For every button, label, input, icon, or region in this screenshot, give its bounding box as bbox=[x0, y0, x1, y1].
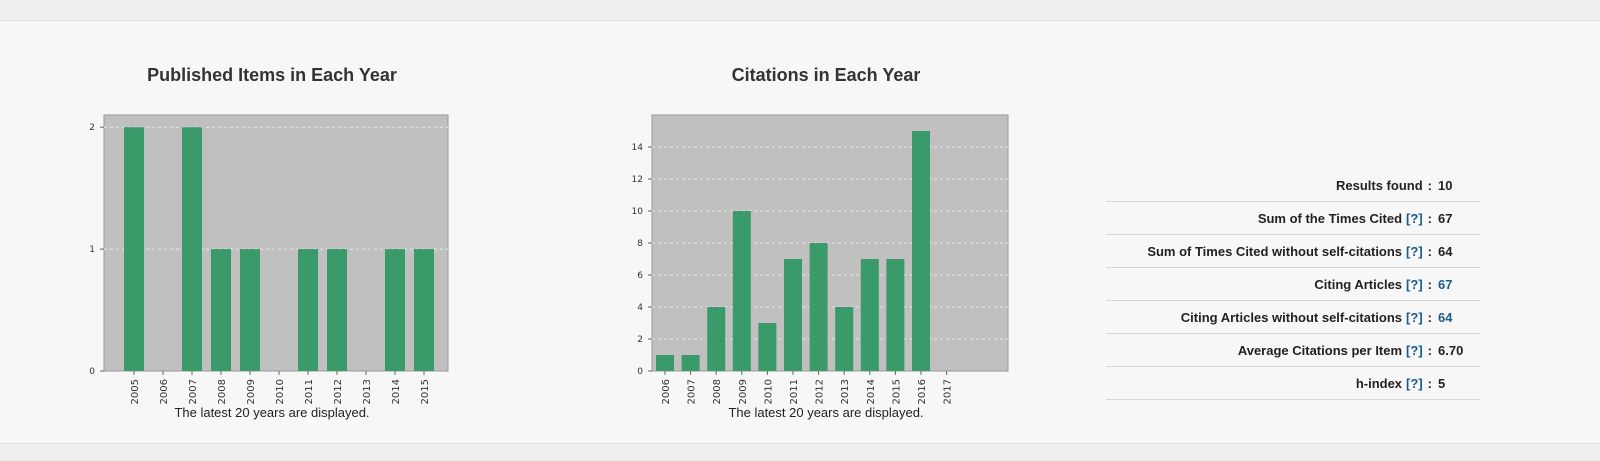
metric-colon: : bbox=[1427, 342, 1432, 358]
metric-colon: : bbox=[1427, 177, 1432, 193]
metric-row-sum-times-cited-no-self: Sum of Times Cited without self-citation… bbox=[1106, 235, 1480, 268]
bar-2010 bbox=[758, 323, 777, 371]
y-tick-label: 0 bbox=[637, 367, 643, 377]
x-tick-label: 2011 bbox=[304, 379, 315, 404]
metric-label: h-index bbox=[1355, 375, 1403, 391]
help-link[interactable]: [?] bbox=[1406, 342, 1423, 358]
metric-row-citing-articles-no-self: Citing Articles without self-citations [… bbox=[1106, 301, 1480, 334]
bar-2014 bbox=[385, 249, 405, 371]
metric-label: Average Citations per Item bbox=[1237, 342, 1403, 358]
bar-2006 bbox=[656, 355, 674, 371]
metric-colon: : bbox=[1427, 276, 1432, 292]
bar-2007 bbox=[681, 355, 700, 371]
y-tick-label: 6 bbox=[637, 271, 643, 281]
published-chart-title: Published Items in Each Year bbox=[147, 65, 397, 85]
bar-2011 bbox=[784, 259, 802, 371]
x-tick-label: 2011 bbox=[789, 379, 800, 404]
x-tick-label: 2013 bbox=[362, 379, 373, 404]
y-tick-label: 12 bbox=[632, 175, 643, 185]
help-link[interactable]: [?] bbox=[1406, 276, 1423, 292]
x-tick-label: 2006 bbox=[661, 379, 672, 404]
metric-label: Citing Articles bbox=[1314, 276, 1403, 292]
x-tick-label: 2008 bbox=[712, 379, 723, 404]
bar-2005 bbox=[124, 127, 144, 371]
citations-chart-caption: The latest 20 years are displayed. bbox=[728, 405, 924, 420]
metric-value: 64 bbox=[1438, 243, 1453, 259]
metric-row-citing-articles: Citing Articles [?] : 67 bbox=[1106, 268, 1480, 301]
bar-2015 bbox=[886, 259, 905, 371]
metric-value: 10 bbox=[1438, 177, 1453, 193]
y-tick-label: 2 bbox=[637, 335, 643, 345]
metric-row-sum-times-cited: Sum of the Times Cited [?] : 67 bbox=[1106, 202, 1480, 235]
x-tick-label: 2007 bbox=[687, 379, 698, 404]
x-tick-label: 2007 bbox=[188, 379, 199, 404]
metric-colon: : bbox=[1427, 210, 1432, 226]
bar-2007 bbox=[182, 127, 202, 371]
metric-value: 5 bbox=[1438, 375, 1446, 391]
bar-2011 bbox=[298, 249, 318, 371]
bar-2015 bbox=[414, 249, 434, 371]
bar-2012 bbox=[327, 249, 347, 371]
y-tick-label: 4 bbox=[637, 303, 643, 313]
metric-value: 6.70 bbox=[1438, 342, 1464, 358]
published-items-chart: 0 1 2 2005 2006 2007 2008 2009 2010 2011 2012 2013 2… bbox=[89, 114, 449, 404]
citation-metrics-table: Results found : 10 Sum of the Times Cite… bbox=[1106, 169, 1480, 400]
x-tick-label: 2016 bbox=[917, 379, 928, 404]
x-tick-label: 2005 bbox=[130, 379, 141, 404]
citing-articles-link[interactable]: 67 bbox=[1438, 276, 1453, 292]
bar-2012 bbox=[809, 243, 828, 371]
x-tick-label: 2015 bbox=[420, 379, 431, 404]
metric-row-h-index: h-index [?] : 5 bbox=[1106, 367, 1480, 400]
metric-label: Citing Articles without self-citations bbox=[1180, 309, 1403, 325]
citations-chart-title: Citations in Each Year bbox=[731, 65, 921, 85]
bar-2009 bbox=[240, 249, 260, 371]
bar-2013 bbox=[835, 307, 854, 371]
x-tick-label: 2012 bbox=[333, 379, 344, 404]
metric-row-average-citations: Average Citations per Item [?] : 6.70 bbox=[1106, 334, 1480, 367]
metric-label: Sum of Times Cited without self-citation… bbox=[1147, 243, 1403, 259]
x-tick-label: 2008 bbox=[217, 379, 228, 404]
x-tick-label: 2010 bbox=[763, 379, 774, 404]
citing-articles-no-self-link[interactable]: 64 bbox=[1438, 309, 1453, 325]
help-link[interactable]: [?] bbox=[1406, 210, 1423, 226]
y-tick-label: 0 bbox=[89, 367, 95, 377]
help-link[interactable]: [?] bbox=[1406, 375, 1423, 391]
bar-2008 bbox=[707, 307, 726, 371]
x-tick-label: 2009 bbox=[738, 379, 749, 404]
x-tick-label: 2012 bbox=[815, 379, 826, 404]
x-tick-label: 2017 bbox=[943, 379, 954, 404]
y-tick-label: 8 bbox=[637, 239, 643, 249]
citations-chart: 0 2 4 6 8 10 12 14 2006 2007 2008 2009 2010 2011 2012 2… bbox=[632, 114, 1009, 404]
metric-colon: : bbox=[1427, 309, 1432, 325]
published-chart-caption: The latest 20 years are displayed. bbox=[174, 405, 370, 420]
metric-row-results-found: Results found : 10 bbox=[1106, 169, 1480, 202]
bar-2008 bbox=[211, 249, 231, 371]
metric-label: Sum of the Times Cited bbox=[1257, 210, 1403, 226]
y-tick-label: 2 bbox=[89, 123, 95, 133]
x-tick-label: 2010 bbox=[275, 379, 286, 404]
x-tick-label: 2009 bbox=[246, 379, 257, 404]
help-link[interactable]: [?] bbox=[1406, 309, 1423, 325]
bar-2016 bbox=[912, 131, 930, 371]
y-tick-label: 1 bbox=[89, 245, 95, 255]
metric-value: 67 bbox=[1438, 210, 1453, 226]
x-tick-label: 2014 bbox=[391, 379, 402, 404]
x-tick-label: 2014 bbox=[866, 379, 877, 404]
metric-colon: : bbox=[1427, 243, 1432, 259]
y-tick-label: 10 bbox=[632, 207, 644, 217]
metric-colon: : bbox=[1427, 375, 1432, 391]
x-tick-label: 2013 bbox=[840, 379, 851, 404]
y-tick-label: 14 bbox=[632, 143, 644, 153]
help-link[interactable]: [?] bbox=[1406, 243, 1423, 259]
x-tick-label: 2006 bbox=[159, 379, 170, 404]
metric-label: Results found bbox=[1335, 177, 1423, 193]
x-tick-label: 2015 bbox=[891, 379, 902, 404]
bar-2014 bbox=[860, 259, 879, 371]
citation-report-panel: Published Items in Each Year 0 1 2 2005 2006… bbox=[0, 20, 1600, 444]
bar-2009 bbox=[732, 211, 751, 371]
